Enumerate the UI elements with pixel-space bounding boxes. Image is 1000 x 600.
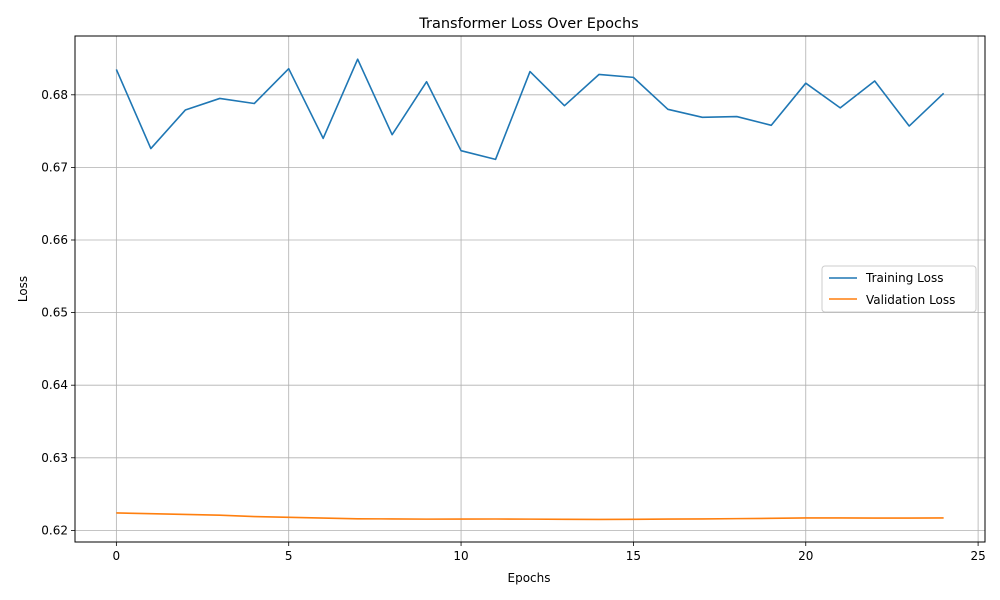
y-tick-label: 0.68 bbox=[41, 88, 68, 102]
x-tick-label: 5 bbox=[285, 549, 293, 563]
legend-label-training: Training Loss bbox=[865, 271, 943, 285]
y-tick-label: 0.65 bbox=[41, 306, 68, 320]
x-tick-label: 20 bbox=[798, 549, 813, 563]
series-lines bbox=[115, 58, 945, 521]
chart-title: Transformer Loss Over Epochs bbox=[418, 16, 638, 32]
y-tick-label: 0.62 bbox=[41, 523, 68, 537]
y-tick-label: 0.67 bbox=[41, 160, 68, 174]
series-line-validation-loss bbox=[116, 512, 944, 521]
legend-box bbox=[821, 265, 977, 313]
x-axis-label: Epochs bbox=[508, 571, 551, 585]
y-axis-label: Loss bbox=[16, 276, 30, 302]
y-tick-label: 0.66 bbox=[41, 233, 68, 247]
x-axis-ticks: 0 5 10 15 20 25 bbox=[113, 542, 986, 563]
legend-label-validation: Validation Loss bbox=[866, 293, 955, 307]
x-tick-label: 0 bbox=[113, 549, 121, 563]
x-tick-label: 15 bbox=[626, 549, 641, 563]
y-tick-label: 0.63 bbox=[41, 451, 68, 465]
series-line-training-loss bbox=[115, 58, 945, 161]
plot-area-frame bbox=[74, 35, 986, 543]
x-tick-label: 25 bbox=[970, 549, 985, 563]
y-tick-label: 0.64 bbox=[41, 378, 68, 392]
x-tick-label: 10 bbox=[453, 549, 468, 563]
y-axis-ticks: 0.62 0.63 0.64 0.65 0.66 0.67 0.68 bbox=[41, 88, 75, 537]
legend: Training Loss Validation Loss bbox=[821, 265, 977, 313]
gridlines bbox=[75, 36, 985, 542]
